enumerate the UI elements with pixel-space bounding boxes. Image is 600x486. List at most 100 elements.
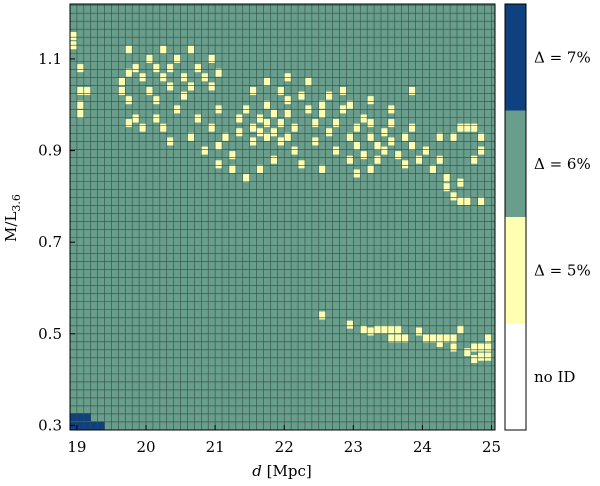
cell-delta-5 [346,155,354,164]
cell-delta-5 [187,82,195,91]
cell-delta-5 [318,164,326,173]
cell-delta-5 [242,174,250,183]
x-tick-label: 21 [206,438,225,456]
cell-delta-5 [463,348,471,357]
cell-delta-5 [394,334,402,343]
cell-delta-5 [470,343,478,352]
heatmap-gridlines [69,4,495,431]
colorbar-legend: no ID Δ = 5% Δ = 6% Δ = 7% [504,3,591,431]
x-axis-ticks: 19 20 21 22 23 24 25 [67,425,501,456]
cell-delta-5 [152,96,160,105]
cell-delta-5 [387,325,395,334]
cell-delta-5 [332,146,340,155]
cell-delta-5 [380,128,388,137]
cell-delta-5 [436,132,444,141]
cell-delta-5 [353,123,361,132]
cell-delta-7 [97,421,105,430]
cell-delta-5 [450,192,457,201]
cell-delta-5 [374,155,381,164]
cell-delta-5 [118,77,126,86]
cell-delta-5 [194,64,202,73]
x-tick-label: 20 [136,438,155,456]
cell-delta-5 [284,96,292,105]
cell-delta-5 [270,109,278,118]
cell-delta-5 [152,64,160,73]
cell-delta-5 [401,334,409,343]
cell-delta-5 [367,96,375,105]
y-tick-label: 0.3 [38,416,62,434]
cell-delta-5 [415,155,423,164]
cell-delta-5 [132,114,140,123]
cell-delta-5 [263,119,271,128]
cell-delta-5 [477,132,485,141]
cell-delta-5 [346,320,354,329]
colorbar-label: Δ = 6% [534,155,591,173]
y-tick-label: 0.9 [38,142,62,160]
cell-delta-5 [173,54,181,63]
cell-delta-5 [208,123,216,132]
cell-delta-5 [152,114,160,123]
cell-delta-5 [470,123,478,132]
plot-frame [69,3,496,431]
cell-delta-5 [215,160,223,169]
cell-delta-5 [470,155,478,164]
x-axis-label-variable: d [252,462,262,480]
cell-delta-5 [477,196,485,205]
cell-delta-5 [125,96,133,105]
cell-delta-5 [201,146,209,155]
cell-delta-5 [304,77,312,86]
cell-delta-5 [408,123,416,132]
y-tick-label: 0.5 [38,325,62,343]
cell-delta-5 [235,114,243,123]
cell-delta-5 [325,128,333,137]
cell-delta-5 [318,100,326,109]
cell-delta-5 [256,114,264,123]
cell-delta-5 [401,132,409,141]
cell-delta-5 [422,146,430,155]
cell-delta-5 [387,334,395,343]
cell-delta-5 [298,160,305,169]
cell-delta-5 [291,123,299,132]
colorbar-label: no ID [534,368,575,386]
cell-delta-5 [436,155,444,164]
cell-delta-5 [443,183,451,192]
cell-delta-5 [125,68,133,77]
cell-delta-5 [125,45,133,54]
y-tick-label: 1.1 [38,50,62,68]
cell-delta-5 [298,91,305,100]
cell-delta-5 [139,123,147,132]
cell-delta-5 [70,32,77,41]
cell-delta-7 [76,421,84,430]
y-tick-label: 0.7 [38,233,62,251]
cell-delta-5 [346,132,354,141]
cell-delta-5 [367,164,375,173]
cell-delta-5 [456,178,464,187]
cell-delta-5 [477,352,485,361]
cell-delta-5 [256,164,264,173]
colorbar-swatch [505,217,526,324]
cell-delta-5 [484,352,492,361]
cell-delta-5 [443,334,451,343]
cell-delta-5 [263,100,271,109]
cell-delta-5 [360,114,368,123]
cell-delta-5 [76,87,84,96]
cell-delta-5 [187,45,195,54]
cell-delta-5 [422,334,430,343]
cell-delta-5 [450,334,457,343]
cell-delta-5 [332,119,340,128]
cell-delta-5 [484,343,492,352]
cell-delta-5 [450,343,457,352]
cell-delta-5 [477,343,485,352]
cell-delta-7 [70,413,77,422]
colorbar-label: Δ = 5% [534,261,591,279]
cell-delta-5 [228,164,236,173]
cell-delta-7 [83,413,91,422]
cell-delta-5 [132,64,140,73]
cell-delta-5 [291,146,299,155]
cell-delta-5 [208,54,216,63]
cell-delta-5 [222,132,229,141]
cell-delta-5 [360,325,368,334]
cell-delta-5 [125,119,133,128]
cell-delta-5 [215,141,223,151]
